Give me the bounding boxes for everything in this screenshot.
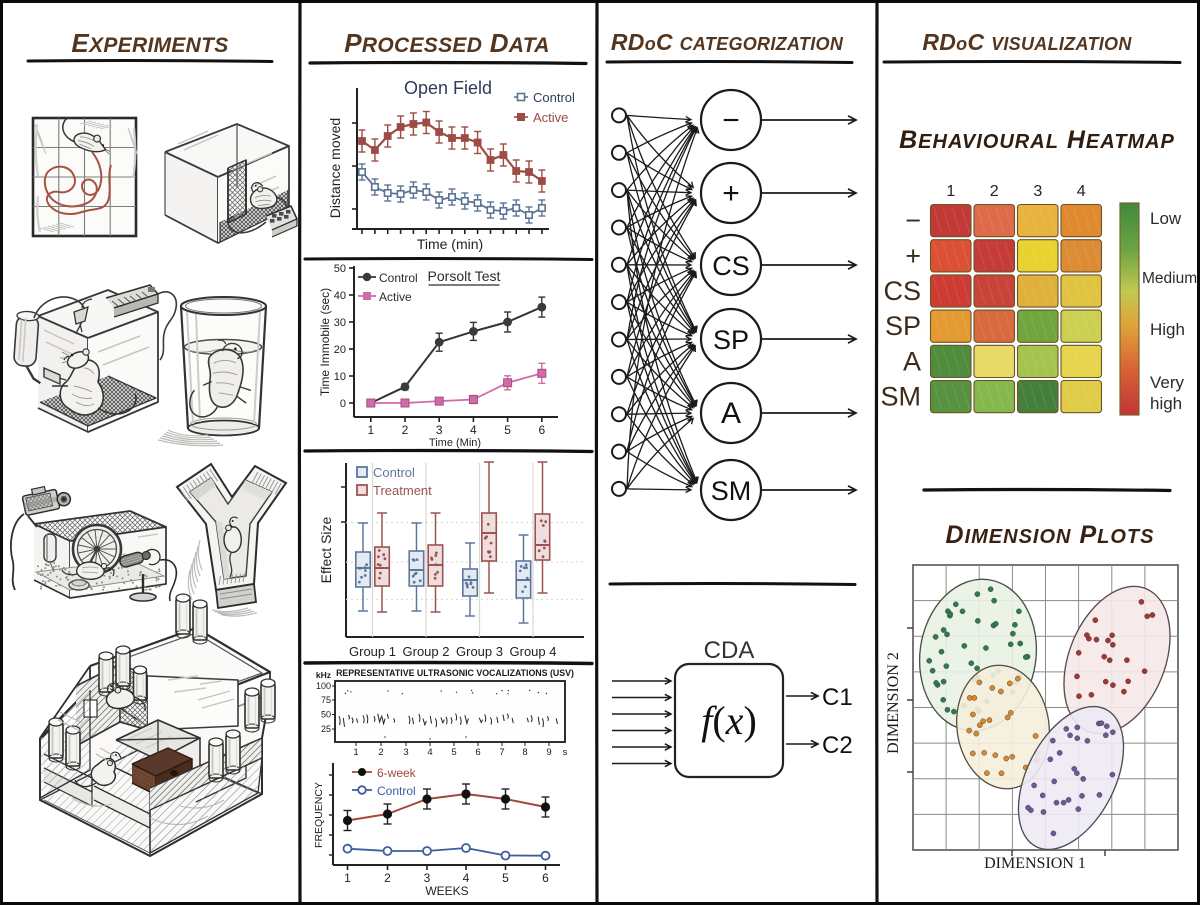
svg-text:4: 4 xyxy=(463,871,470,885)
svg-text:−: − xyxy=(722,104,740,137)
svg-text:SM: SM xyxy=(881,382,922,412)
svg-text:10: 10 xyxy=(334,371,346,383)
svg-text:Active: Active xyxy=(379,290,412,304)
svg-text:40: 40 xyxy=(334,290,346,302)
svg-text:6: 6 xyxy=(475,747,480,758)
svg-text:FREQUENCY: FREQUENCY xyxy=(313,782,325,848)
svg-text:7: 7 xyxy=(499,747,504,758)
svg-text:20: 20 xyxy=(334,344,346,356)
svg-text:50: 50 xyxy=(334,263,346,275)
svg-text:REPRESENTATIVE ULTRASONIC VOCA: REPRESENTATIVE ULTRASONIC VOCALIZATIONS … xyxy=(336,668,574,678)
svg-text:1: 1 xyxy=(367,423,374,437)
svg-text:Control: Control xyxy=(377,784,416,798)
svg-text:RDoC CATEGORIZATION: RDoC CATEGORIZATION xyxy=(611,29,844,55)
svg-text:Open Field: Open Field xyxy=(404,78,492,98)
svg-text:A: A xyxy=(721,397,741,430)
svg-text:Active: Active xyxy=(533,110,568,125)
svg-text:2: 2 xyxy=(384,871,391,885)
svg-text:8: 8 xyxy=(522,747,527,758)
svg-text:Treatment: Treatment xyxy=(373,483,432,498)
svg-text:4: 4 xyxy=(427,747,432,758)
svg-text:5: 5 xyxy=(504,423,511,437)
svg-text:1: 1 xyxy=(344,871,351,885)
svg-text:Control: Control xyxy=(379,271,418,285)
svg-text:9: 9 xyxy=(546,747,551,758)
svg-text:RDoC VISUALIZATION: RDoC VISUALIZATION xyxy=(922,29,1132,55)
svg-text:Time (min): Time (min) xyxy=(417,236,483,252)
svg-text:4: 4 xyxy=(470,423,477,437)
svg-text:1: 1 xyxy=(946,183,955,200)
svg-text:Group 4: Group 4 xyxy=(510,644,557,659)
svg-text:30: 30 xyxy=(334,317,346,329)
svg-text:WEEKS: WEEKS xyxy=(425,884,468,898)
svg-text:Group 1: Group 1 xyxy=(349,644,396,659)
svg-text:High: High xyxy=(1150,320,1185,339)
svg-text:Effect Size: Effect Size xyxy=(318,516,334,583)
svg-text:100: 100 xyxy=(316,681,331,691)
svg-text:Time Immobile (sec): Time Immobile (sec) xyxy=(318,288,332,396)
svg-text:Group 2: Group 2 xyxy=(403,644,450,659)
svg-text:DIMENSION PLOTS: DIMENSION PLOTS xyxy=(946,521,1155,549)
svg-text:5: 5 xyxy=(451,747,456,758)
svg-text:SP: SP xyxy=(885,311,921,341)
svg-text:Very: Very xyxy=(1150,373,1185,392)
svg-text:6: 6 xyxy=(542,871,549,885)
svg-text:3: 3 xyxy=(1033,183,1042,200)
svg-text:DIMENSION 2: DIMENSION 2 xyxy=(885,652,902,754)
svg-text:CS: CS xyxy=(712,251,750,281)
svg-text:75: 75 xyxy=(321,695,331,705)
svg-text:SM: SM xyxy=(711,476,752,506)
svg-text:4: 4 xyxy=(1077,183,1086,200)
svg-text:2: 2 xyxy=(402,423,409,437)
svg-text:Time (Min): Time (Min) xyxy=(429,437,481,449)
svg-text:25: 25 xyxy=(321,724,331,734)
svg-text:3: 3 xyxy=(424,871,431,885)
svg-text:5: 5 xyxy=(502,871,509,885)
svg-text:6: 6 xyxy=(538,423,545,437)
svg-text:Low: Low xyxy=(1150,209,1182,228)
svg-text:high: high xyxy=(1150,394,1182,413)
svg-text:Group 3: Group 3 xyxy=(456,644,503,659)
svg-text:50: 50 xyxy=(321,710,331,720)
svg-text:Control: Control xyxy=(533,90,575,105)
svg-text:2: 2 xyxy=(378,747,383,758)
svg-text:6-week: 6-week xyxy=(377,766,417,780)
svg-text:2: 2 xyxy=(990,183,999,200)
svg-text:A: A xyxy=(903,346,921,376)
svg-text:+: + xyxy=(722,177,740,210)
svg-text:Medium: Medium xyxy=(1142,270,1197,287)
svg-text:CS: CS xyxy=(883,276,921,306)
svg-text:3: 3 xyxy=(403,747,408,758)
svg-text:+: + xyxy=(905,241,921,271)
svg-text:s: s xyxy=(563,747,568,758)
svg-text:f(x): f(x) xyxy=(701,698,757,743)
svg-text:3: 3 xyxy=(436,423,443,437)
svg-text:−: − xyxy=(905,206,921,236)
svg-text:CDA: CDA xyxy=(704,637,755,664)
svg-text:kHz: kHz xyxy=(316,670,331,680)
svg-text:Distance moved: Distance moved xyxy=(327,118,343,218)
svg-text:Control: Control xyxy=(373,465,415,480)
svg-text:DIMENSION 1: DIMENSION 1 xyxy=(984,855,1086,872)
svg-text:C1: C1 xyxy=(822,684,853,711)
svg-text:BEHAVIOURAL HEATMAP: BEHAVIOURAL HEATMAP xyxy=(899,126,1175,154)
svg-text:C2: C2 xyxy=(822,732,853,759)
svg-text:1: 1 xyxy=(353,747,358,758)
svg-text:Porsolt Test: Porsolt Test xyxy=(428,268,501,284)
svg-text:SP: SP xyxy=(713,325,749,355)
svg-text:0: 0 xyxy=(340,398,346,410)
